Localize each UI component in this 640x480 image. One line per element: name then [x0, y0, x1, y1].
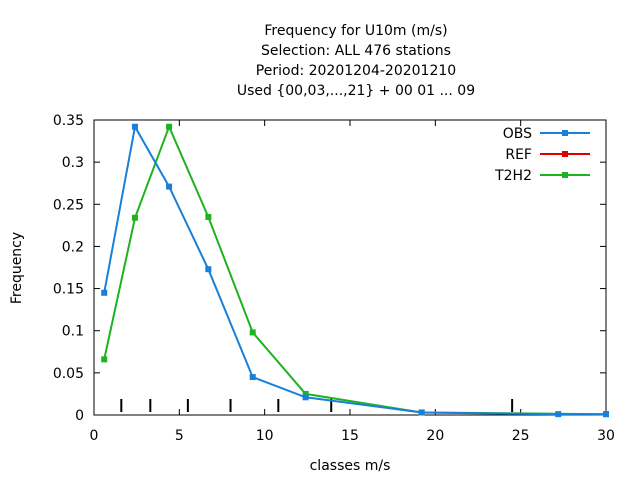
y-tick-label: 0.15	[53, 282, 84, 298]
axis-ticks: 0 0.05 0.1 0.15 0.2 0.25 0.3 0.35 0 5 10 15 20 25 30	[53, 113, 615, 444]
y-tick-label: 0	[75, 408, 84, 424]
data-point-obs	[101, 289, 108, 296]
title-line-3: Period: 20201204-20201210	[256, 63, 456, 79]
data-point-obs	[302, 394, 309, 401]
y-tick-label: 0.35	[53, 113, 84, 129]
legend: OBS REF T2H2	[494, 126, 590, 184]
data-point-obs	[131, 123, 138, 130]
title-line-4: Used {00,03,...,21} + 00 01 ... 09	[237, 83, 475, 99]
x-tick-label: 0	[90, 428, 99, 444]
legend-label-ref: REF	[505, 147, 532, 163]
legend-label-obs: OBS	[503, 126, 532, 142]
legend-label-t2h2: T2H2	[494, 168, 532, 184]
legend-entry-t2h2: T2H2	[494, 168, 590, 184]
data-point-t2h2	[131, 214, 138, 221]
x-tick-label: 20	[426, 428, 444, 444]
data-point-obs	[555, 411, 562, 418]
y-tick-label: 0.05	[53, 366, 84, 382]
data-point-obs	[418, 409, 425, 416]
data-point-obs	[205, 266, 212, 273]
y-tick-label: 0.25	[53, 197, 84, 213]
data-point-t2h2	[166, 123, 173, 130]
y-tick-label: 0.1	[62, 324, 84, 340]
legend-marker-ref	[562, 151, 568, 157]
legend-entry-ref: REF	[505, 147, 590, 163]
data-point-t2h2	[205, 213, 212, 220]
legend-marker-obs	[562, 130, 568, 136]
data-point-obs	[166, 183, 173, 190]
x-tick-label: 30	[597, 428, 615, 444]
x-tick-label: 10	[256, 428, 274, 444]
class-boundary-marks	[120, 399, 514, 412]
x-tick-label: 25	[512, 428, 530, 444]
data-point-t2h2	[302, 390, 309, 397]
y-axis-label: Frequency	[9, 232, 25, 304]
data-point-t2h2	[101, 356, 108, 363]
y-tick-label: 0.3	[62, 155, 84, 171]
plot-frame	[93, 119, 607, 416]
data-point-t2h2	[249, 329, 256, 336]
data-point-obs	[249, 374, 256, 381]
data-point-obs	[603, 411, 609, 418]
x-axis-label: classes m/s	[310, 458, 391, 474]
title-line-1: Frequency for U10m (m/s)	[264, 23, 447, 39]
legend-marker-t2h2	[562, 172, 568, 178]
series-layer	[101, 123, 609, 418]
x-tick-label: 5	[175, 428, 184, 444]
x-tick-label: 15	[341, 428, 359, 444]
title-line-2: Selection: ALL 476 stations	[261, 43, 451, 59]
y-tick-label: 0.2	[62, 239, 84, 255]
legend-entry-obs: OBS	[503, 126, 590, 142]
chart-title: Frequency for U10m (m/s) Selection: ALL …	[237, 23, 475, 99]
